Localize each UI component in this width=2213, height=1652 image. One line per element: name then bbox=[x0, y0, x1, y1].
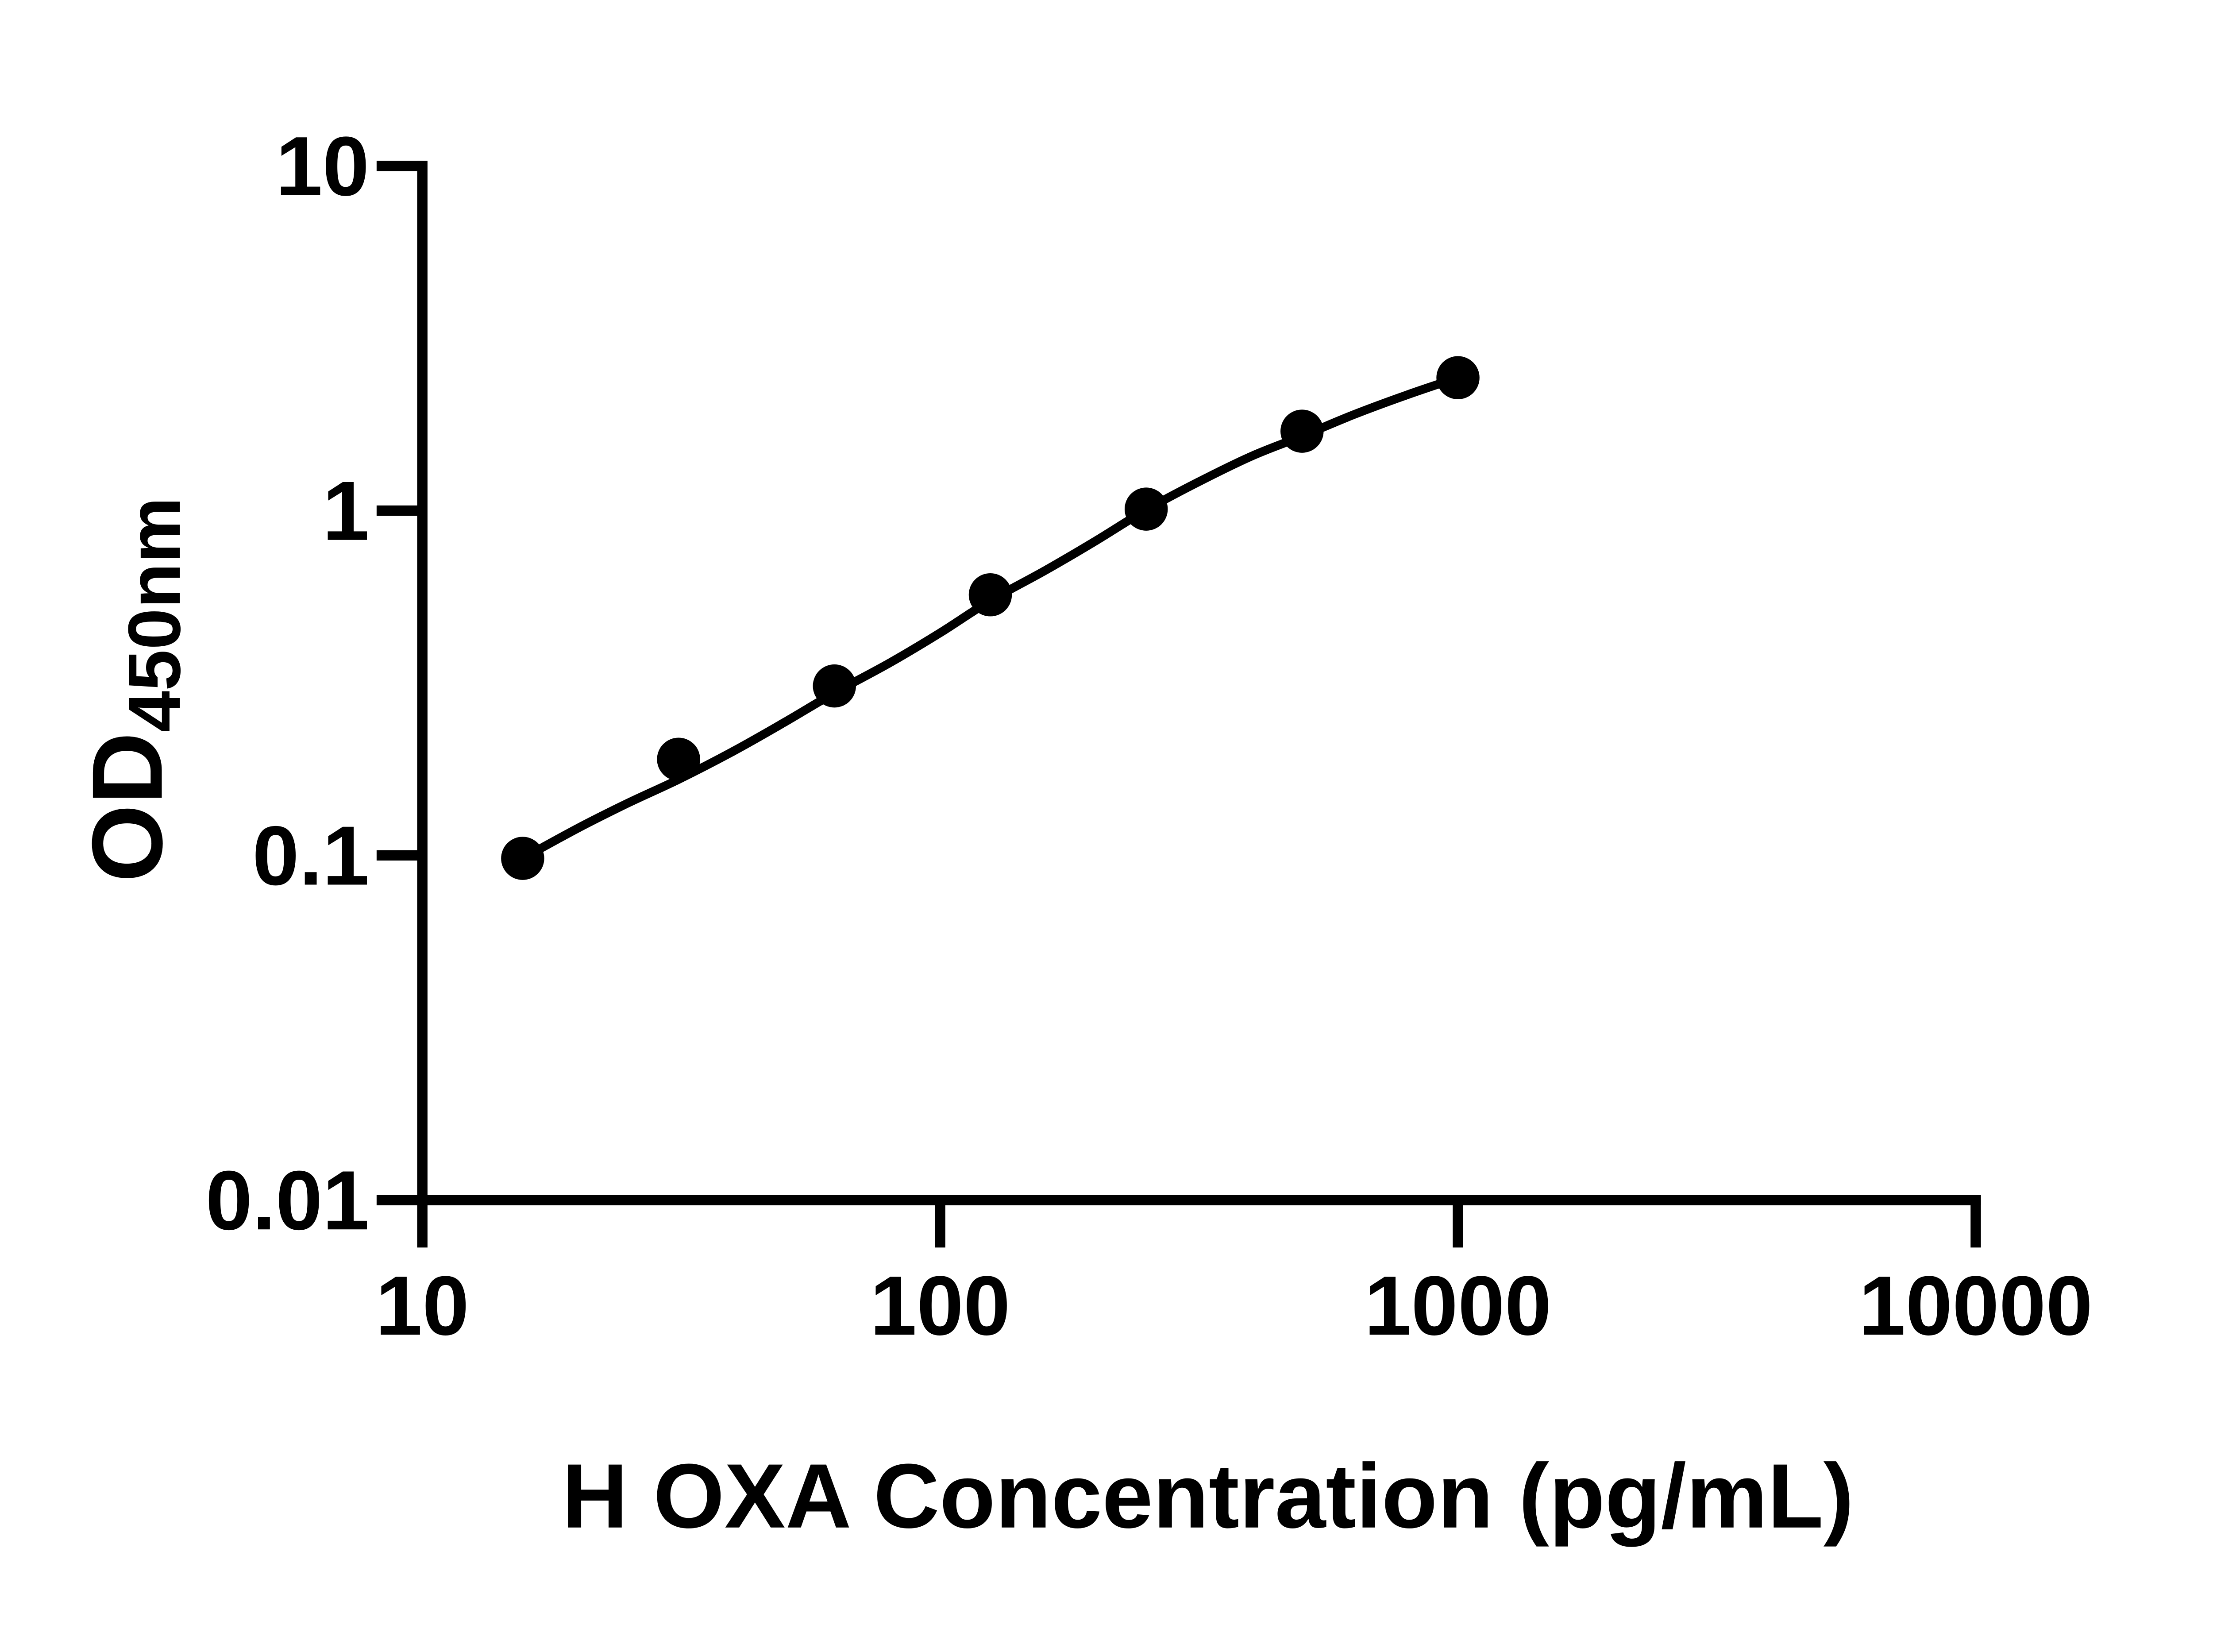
data-point-62.5 bbox=[813, 664, 856, 708]
y-tick-label-1: 1 bbox=[323, 464, 370, 558]
y-tick-label-0.01: 0.01 bbox=[205, 1154, 369, 1247]
x-tick-label-1000: 1000 bbox=[1365, 1259, 1552, 1353]
data-point-500 bbox=[1280, 409, 1324, 453]
y-tick-label-0.1: 0.1 bbox=[252, 809, 369, 903]
x-tick-label-10: 10 bbox=[375, 1259, 469, 1353]
axis-title-layer: H OXA Concentration (pg/mL) OD450nm bbox=[71, 497, 1854, 1547]
x-tick-label-100: 100 bbox=[870, 1259, 1010, 1353]
data-point-15.625 bbox=[501, 837, 544, 880]
y-axis-title-subscript: 450nm bbox=[112, 497, 196, 732]
data-point-125 bbox=[968, 573, 1012, 617]
y-axis-title: OD450nm bbox=[71, 497, 196, 882]
data-point-31.25 bbox=[657, 737, 700, 781]
data-point-1000 bbox=[1436, 356, 1480, 399]
y-axis-title-main: OD bbox=[71, 732, 183, 882]
fit-curve-path bbox=[520, 373, 1460, 862]
y-tick-label-10: 10 bbox=[276, 120, 369, 213]
x-axis-title: H OXA Concentration (pg/mL) bbox=[562, 1445, 1854, 1547]
x-tick-label-10000: 10000 bbox=[1859, 1259, 2093, 1353]
plot-layer bbox=[501, 356, 1480, 880]
data-point-250 bbox=[1124, 487, 1168, 531]
